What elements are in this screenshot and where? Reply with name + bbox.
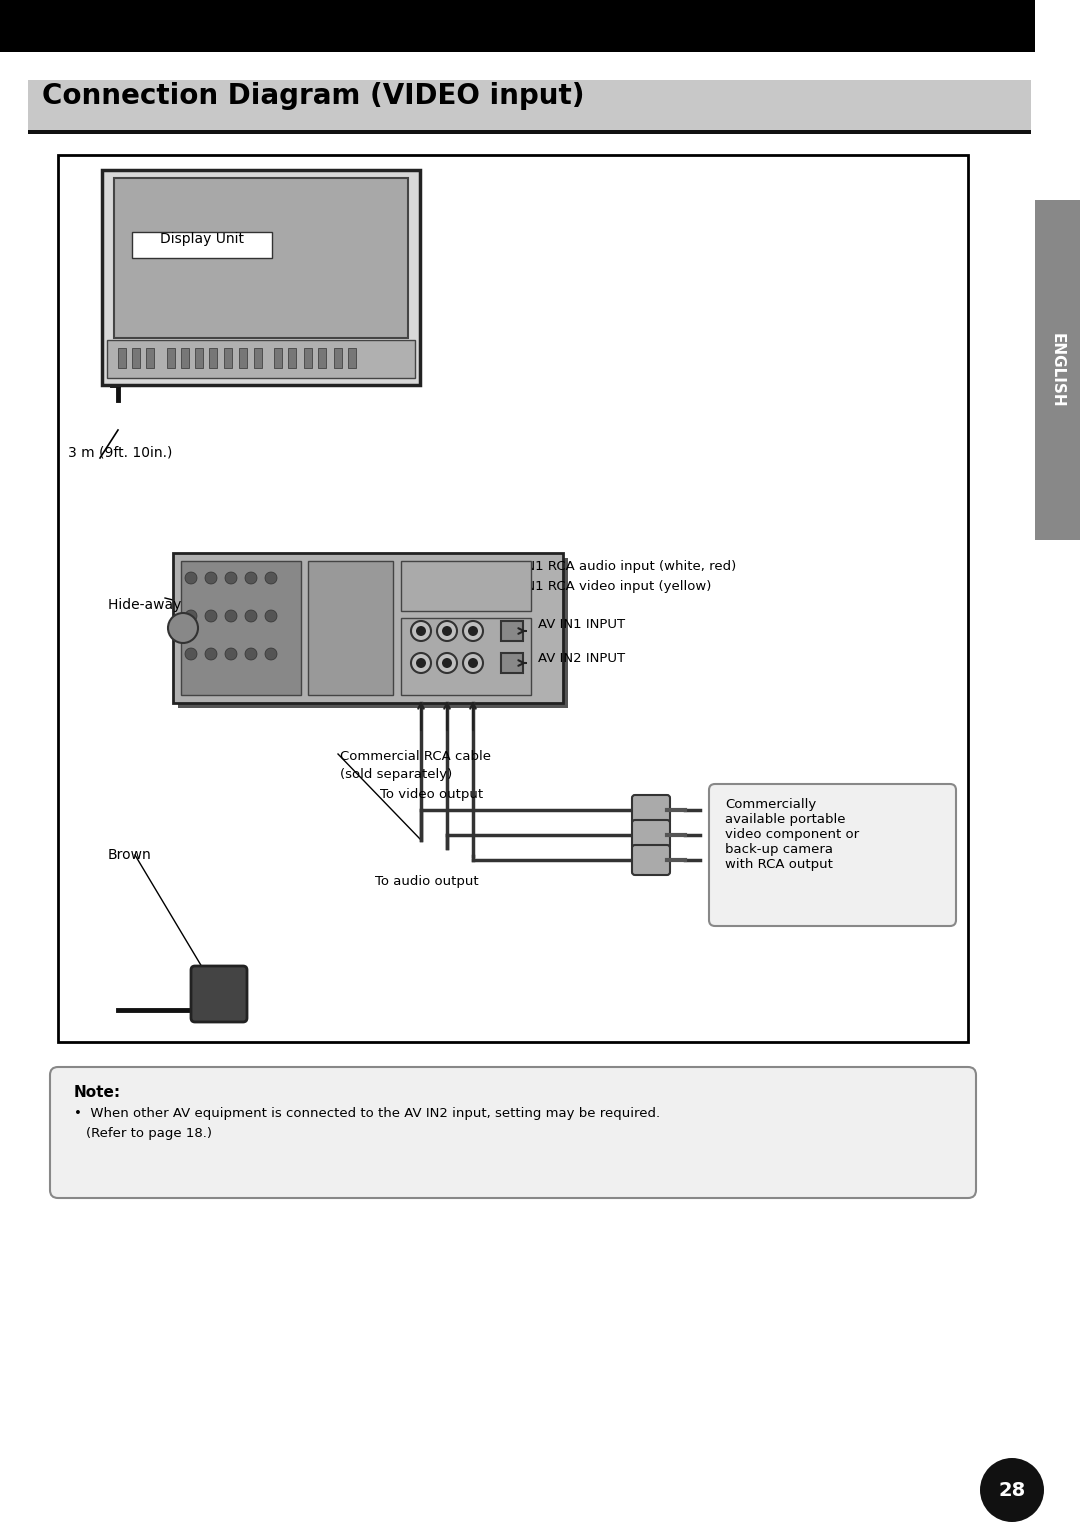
FancyBboxPatch shape (632, 820, 670, 849)
Bar (401, 618, 531, 694)
Bar (132, 348, 140, 368)
Text: (sold separately): (sold separately) (340, 768, 453, 780)
Circle shape (442, 658, 453, 668)
Circle shape (468, 625, 478, 636)
Bar (288, 348, 296, 368)
FancyBboxPatch shape (632, 796, 670, 825)
Circle shape (185, 572, 197, 584)
Text: Note:: Note: (75, 1085, 121, 1101)
Circle shape (225, 648, 237, 661)
Bar (501, 621, 523, 641)
Bar (348, 348, 356, 368)
FancyBboxPatch shape (191, 966, 247, 1023)
Bar (501, 653, 523, 673)
Circle shape (168, 613, 198, 642)
Text: AV IN1 INPUT: AV IN1 INPUT (538, 618, 625, 632)
Circle shape (416, 658, 426, 668)
Text: Display Unit: Display Unit (160, 231, 244, 245)
Circle shape (265, 610, 276, 622)
Bar (224, 348, 232, 368)
Text: AV IN1 RCA audio input (white, red): AV IN1 RCA audio input (white, red) (500, 560, 737, 573)
Bar (308, 561, 393, 694)
Text: 3 m (9ft. 10in.): 3 m (9ft. 10in.) (68, 445, 173, 458)
Bar (210, 348, 217, 368)
Bar (107, 340, 415, 379)
Bar (118, 348, 126, 368)
Bar (181, 348, 189, 368)
Bar (195, 348, 203, 368)
Circle shape (411, 621, 431, 641)
Circle shape (225, 572, 237, 584)
Bar (167, 348, 175, 368)
Text: To audio output: To audio output (375, 875, 478, 888)
Bar (28, 80, 1031, 132)
Bar (239, 348, 247, 368)
Text: ENGLISH: ENGLISH (1050, 333, 1065, 408)
Bar (132, 231, 272, 258)
Bar (146, 348, 154, 368)
Bar (181, 561, 301, 694)
Text: Brown: Brown (108, 848, 152, 862)
Text: (Refer to page 18.): (Refer to page 18.) (86, 1127, 212, 1141)
Text: AV IN2 INPUT: AV IN2 INPUT (538, 652, 625, 664)
Bar (0, 0, 1035, 52)
Circle shape (185, 648, 197, 661)
Text: 28: 28 (998, 1481, 1026, 1499)
Text: Hide-away Unit: Hide-away Unit (108, 598, 214, 612)
Circle shape (442, 625, 453, 636)
Circle shape (265, 648, 276, 661)
Circle shape (205, 648, 217, 661)
Bar (28, 130, 1031, 133)
Text: To video output: To video output (380, 788, 483, 802)
Circle shape (245, 610, 257, 622)
Bar (254, 348, 262, 368)
Text: Commercially
available portable
video component or
back-up camera
with RCA outpu: Commercially available portable video co… (725, 799, 859, 871)
Circle shape (225, 610, 237, 622)
Bar (58, 155, 968, 1042)
Bar (178, 558, 568, 708)
Circle shape (980, 1458, 1044, 1522)
FancyBboxPatch shape (50, 1067, 976, 1197)
Circle shape (411, 653, 431, 673)
Bar (1035, 199, 1080, 540)
Bar (102, 170, 420, 385)
Circle shape (185, 610, 197, 622)
Circle shape (437, 653, 457, 673)
Circle shape (205, 610, 217, 622)
Circle shape (245, 648, 257, 661)
Bar (303, 348, 312, 368)
Circle shape (205, 572, 217, 584)
Circle shape (463, 621, 483, 641)
Bar (173, 553, 563, 704)
Circle shape (265, 572, 276, 584)
Text: Commercial RCA cable: Commercial RCA cable (340, 750, 491, 763)
Bar (401, 561, 531, 612)
Bar (334, 348, 342, 368)
Circle shape (468, 658, 478, 668)
Bar (318, 348, 326, 368)
Circle shape (463, 653, 483, 673)
Text: Connection Diagram (VIDEO input): Connection Diagram (VIDEO input) (42, 81, 584, 110)
Bar (274, 348, 282, 368)
Text: •  When other AV equipment is connected to the AV IN2 input, setting may be requ: • When other AV equipment is connected t… (75, 1107, 660, 1121)
FancyBboxPatch shape (632, 845, 670, 875)
Circle shape (416, 625, 426, 636)
Text: AV IN1 RCA video input (yellow): AV IN1 RCA video input (yellow) (500, 579, 712, 593)
Circle shape (437, 621, 457, 641)
Bar (114, 178, 408, 337)
Circle shape (245, 572, 257, 584)
FancyBboxPatch shape (708, 783, 956, 926)
